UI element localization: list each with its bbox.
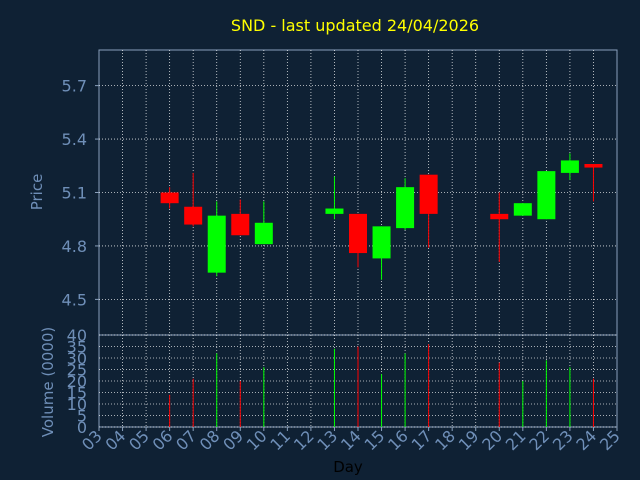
candle-body bbox=[160, 192, 179, 204]
candle-body bbox=[396, 187, 415, 229]
candle-body bbox=[537, 171, 556, 220]
volume-tick-label: 10 bbox=[67, 395, 87, 414]
candle-body bbox=[207, 215, 226, 273]
candle-body bbox=[325, 208, 344, 214]
candle-body bbox=[490, 213, 509, 220]
volume-tick-label: 35 bbox=[67, 338, 87, 357]
candle-body bbox=[513, 203, 532, 216]
x-axis: 0304050607080910111213141516171819202122… bbox=[78, 426, 624, 454]
volume-tick-label: 20 bbox=[67, 372, 87, 391]
candle-body bbox=[419, 174, 438, 214]
volume-tick-label: 15 bbox=[67, 384, 87, 403]
candle-body bbox=[372, 226, 391, 259]
price-tick-label: 5.7 bbox=[62, 77, 87, 96]
price-tick-label: 5.1 bbox=[62, 184, 87, 203]
volume-tick-label: 40 bbox=[67, 326, 87, 345]
volume-axis-label: Volume (0000) bbox=[39, 327, 57, 437]
price-tick-label: 5.4 bbox=[62, 130, 87, 149]
chart-title: SND - last updated 24/04/2026 bbox=[231, 16, 479, 35]
price-panel: 4.5 4.8 5.1 5.4 5.7 bbox=[62, 49, 618, 336]
volume-tick-label: 5 bbox=[77, 407, 87, 426]
volume-tick-label: 0 bbox=[77, 418, 87, 437]
candle-body bbox=[584, 164, 603, 168]
volume-tick-label: 25 bbox=[67, 361, 87, 380]
x-tick-label: 25 bbox=[596, 426, 624, 454]
candle-body bbox=[254, 222, 273, 245]
volume-tick-label: 30 bbox=[67, 349, 87, 368]
candle-body bbox=[231, 213, 250, 236]
price-tick-label: 4.8 bbox=[62, 237, 87, 256]
x-axis-label: Day bbox=[333, 458, 363, 476]
candle-body bbox=[184, 206, 203, 225]
candle-body bbox=[560, 160, 579, 173]
price-tick-label: 4.5 bbox=[62, 290, 87, 309]
price-axis-label: Price bbox=[28, 174, 46, 211]
candle-body bbox=[349, 213, 367, 254]
